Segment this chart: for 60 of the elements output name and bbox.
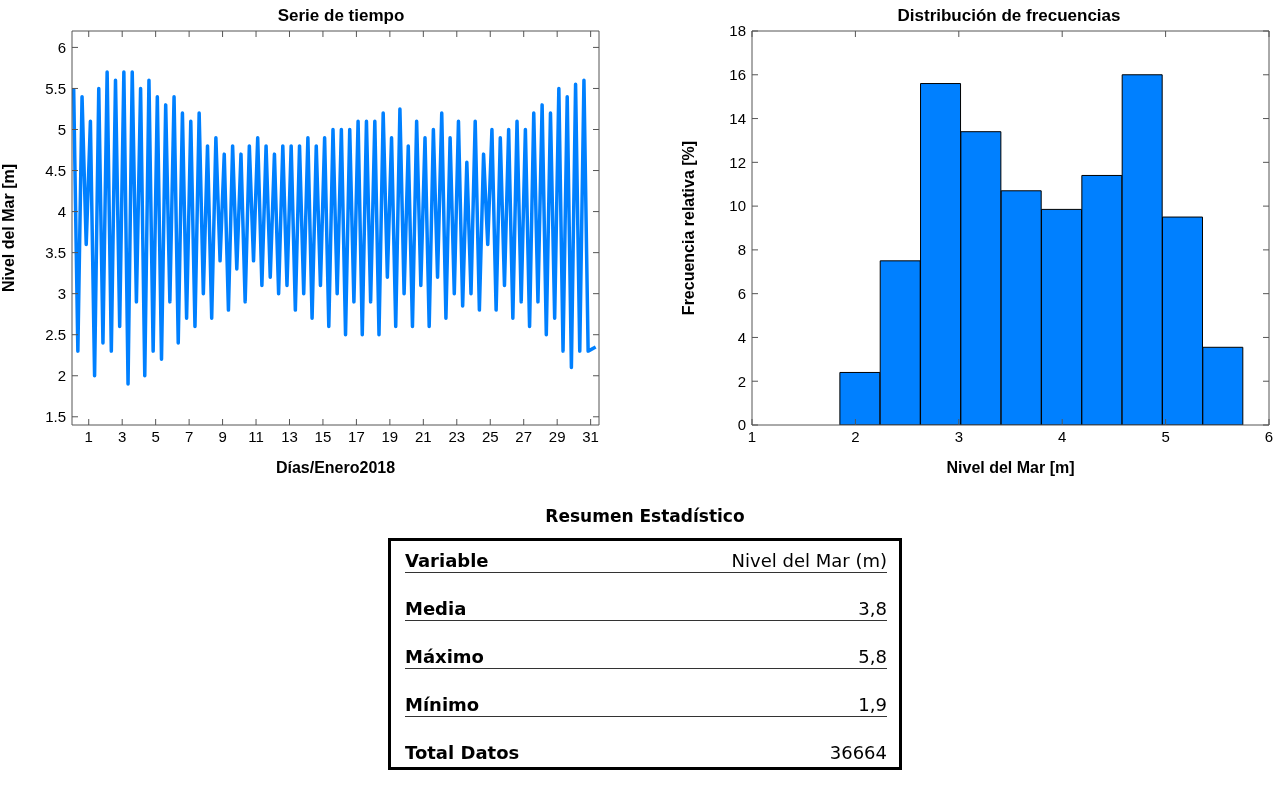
y-tick-label: 5 — [57, 120, 66, 138]
x-tick-label: 5 — [1161, 427, 1170, 445]
y-tick-label: 0 — [737, 416, 746, 434]
text: Media — [405, 598, 467, 619]
y-tick-label: 6 — [737, 284, 746, 302]
line-series — [72, 70, 598, 386]
y-tick-label: 3.5 — [45, 243, 66, 261]
y-axis-title: Frecuencia relativa [%] — [679, 140, 697, 316]
x-tick-label: 1 — [747, 427, 757, 445]
x-tick-label: 11 — [248, 427, 264, 445]
y-tick-label: 4 — [737, 328, 746, 346]
x-axis-title: Nivel del Mar [m] — [946, 459, 1075, 476]
x-tick-label: 17 — [348, 427, 365, 445]
y-tick-label: 18 — [729, 22, 746, 40]
y-tick-label: 16 — [729, 66, 746, 84]
text: Total Datos — [405, 742, 520, 763]
x-tick-label: 23 — [448, 427, 466, 445]
y-tick-label: 6 — [57, 38, 66, 56]
text: Nivel del Mar (m) — [731, 550, 887, 571]
x-tick-label: 3 — [118, 427, 127, 445]
text: Mínimo — [405, 694, 480, 715]
y-tick-label: 3 — [57, 284, 66, 302]
x-tick-label: 15 — [314, 427, 332, 445]
y-tick-label: 2 — [737, 372, 746, 390]
x-tick-label: 3 — [954, 427, 963, 445]
text: Resumen Estadístico — [544, 506, 746, 526]
x-tick-label: 21 — [414, 427, 432, 445]
y-tick-label: 4.5 — [45, 161, 66, 179]
x-tick-label: 25 — [481, 427, 499, 445]
x-tick-label: 5 — [151, 427, 160, 445]
y-axis-title: Nivel del Mar [m] — [0, 163, 17, 293]
y-tick-label: 5.5 — [45, 79, 66, 97]
y-tick-label: 12 — [729, 153, 746, 171]
y-tick-label: 8 — [737, 241, 746, 259]
chart-title: Distribución de frecuencias — [897, 6, 1121, 25]
y-tick-label: 2.5 — [45, 326, 66, 344]
y-tick-label: 10 — [729, 197, 746, 215]
y-tick-label: 4 — [57, 202, 66, 220]
x-tick-label: 13 — [281, 427, 298, 445]
x-axis-title: Días/Enero2018 — [275, 459, 396, 476]
text: 1,9 — [858, 694, 887, 715]
y-tick-label: 14 — [729, 109, 746, 127]
text: Variable — [405, 550, 489, 571]
chart-title: Serie de tiempo — [277, 6, 405, 25]
text: Máximo — [405, 646, 484, 667]
text: 36664 — [829, 742, 887, 763]
x-tick-label: 27 — [515, 427, 533, 445]
x-tick-label: 2 — [851, 427, 860, 445]
x-tick-label: 6 — [1264, 427, 1274, 445]
text: 5,8 — [858, 646, 887, 667]
x-tick-label: 1 — [84, 427, 93, 445]
y-tick-label: 2 — [57, 367, 66, 385]
x-tick-label: 19 — [381, 427, 399, 445]
text: 3,8 — [858, 598, 887, 619]
x-tick-label: 4 — [1058, 427, 1067, 445]
x-tick-label: 9 — [218, 427, 227, 445]
x-tick-label: 31 — [582, 427, 599, 445]
x-tick-label: 29 — [548, 427, 566, 445]
x-tick-label: 7 — [184, 427, 194, 445]
y-tick-label: 1.5 — [45, 408, 66, 426]
